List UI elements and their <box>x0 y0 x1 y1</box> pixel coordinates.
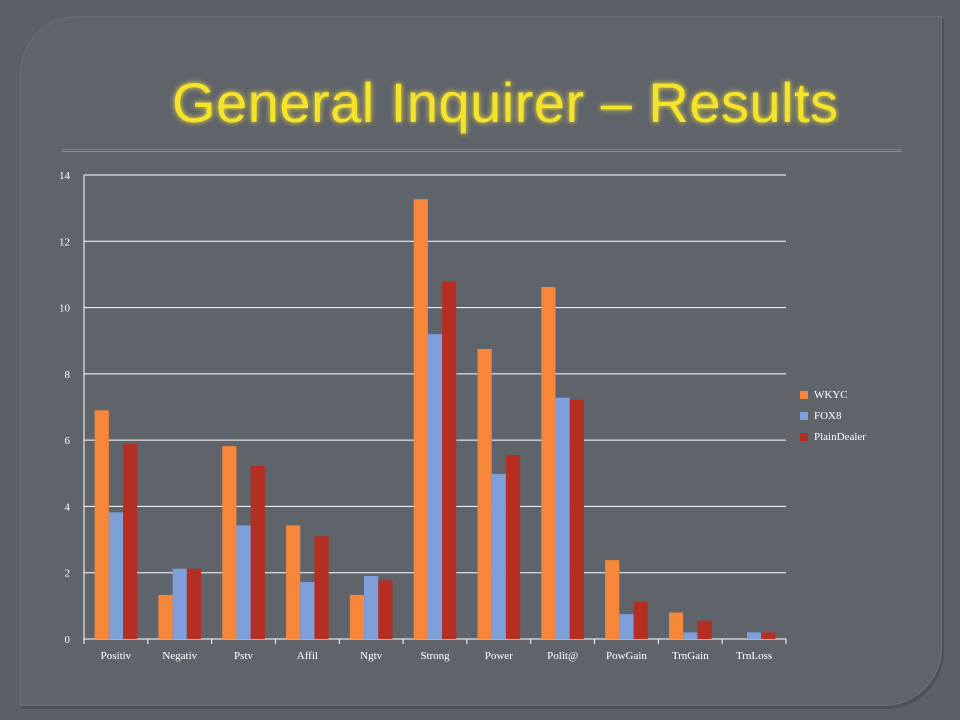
bar-plaindealer <box>761 632 776 639</box>
bar-plaindealer <box>378 580 393 639</box>
bar-fox8 <box>683 632 698 639</box>
legend-label: WKYC <box>814 388 848 401</box>
bar-fox8 <box>555 397 570 639</box>
x-tick-label: Ngtv <box>360 650 383 662</box>
legend-label: PlainDealer <box>814 430 866 443</box>
bar-wkyc <box>286 525 301 639</box>
bar-plaindealer <box>186 568 202 639</box>
y-tick-label: 0 <box>65 634 71 646</box>
bar-wkyc <box>158 594 173 639</box>
chart-legend: WKYC FOX8 PlainDealer <box>800 384 866 447</box>
bar-wkyc <box>222 446 237 639</box>
x-tick-label: Negativ <box>162 650 197 662</box>
bar-wkyc <box>668 612 684 639</box>
title-divider <box>62 149 902 150</box>
bar-plaindealer <box>633 601 648 639</box>
bar-plaindealer <box>505 455 521 639</box>
bar-plaindealer <box>123 444 138 639</box>
legend-swatch <box>800 390 808 399</box>
bar-wkyc <box>605 560 620 639</box>
legend-swatch <box>800 411 808 420</box>
x-tick-label: Power <box>485 650 513 662</box>
bar-wkyc <box>349 594 365 639</box>
bar-fox8 <box>619 614 634 639</box>
legend-swatch <box>800 432 808 441</box>
bar-fox8 <box>364 576 379 639</box>
y-tick-label: 10 <box>59 303 71 315</box>
x-tick-label: Strong <box>420 650 450 662</box>
legend-item: WKYC <box>800 384 866 405</box>
legend-label: FOX8 <box>814 409 842 422</box>
y-tick-label: 2 <box>65 568 71 580</box>
bar-wkyc <box>541 287 556 639</box>
bar-fox8 <box>491 473 506 639</box>
x-tick-label: Pstv <box>234 650 253 662</box>
bar-wkyc <box>477 349 492 639</box>
bar-plaindealer <box>442 281 457 639</box>
bar-fox8 <box>108 512 124 639</box>
bar-fox8 <box>236 525 251 639</box>
y-tick-label: 12 <box>59 236 70 248</box>
bar-wkyc <box>94 410 109 639</box>
bar-plaindealer <box>314 536 329 639</box>
bar-plaindealer <box>250 465 265 639</box>
bar-wkyc <box>413 199 428 640</box>
bar-fox8 <box>172 568 187 639</box>
x-tick-label: Polit@ <box>547 650 578 662</box>
bar-plaindealer <box>697 620 712 639</box>
y-tick-label: 8 <box>65 369 71 381</box>
x-tick-label: TrnLoss <box>736 650 772 662</box>
bar-fox8 <box>746 632 762 639</box>
x-tick-label: TrnGain <box>672 650 709 662</box>
x-tick-label: Affil <box>297 650 318 662</box>
legend-item: FOX8 <box>800 405 866 426</box>
y-tick-label: 6 <box>65 435 71 447</box>
y-tick-label: 14 <box>59 170 71 182</box>
x-tick-label: PowGain <box>606 650 647 662</box>
x-tick-label: Positiv <box>101 650 132 662</box>
slide-title: General Inquirer – Results <box>172 71 839 134</box>
legend-item: PlainDealer <box>800 426 866 447</box>
bar-fox8 <box>427 334 443 639</box>
bar-fox8 <box>300 581 315 639</box>
y-tick-label: 4 <box>65 501 71 513</box>
title-divider-shadow <box>62 151 902 152</box>
bar-plaindealer <box>569 399 584 639</box>
